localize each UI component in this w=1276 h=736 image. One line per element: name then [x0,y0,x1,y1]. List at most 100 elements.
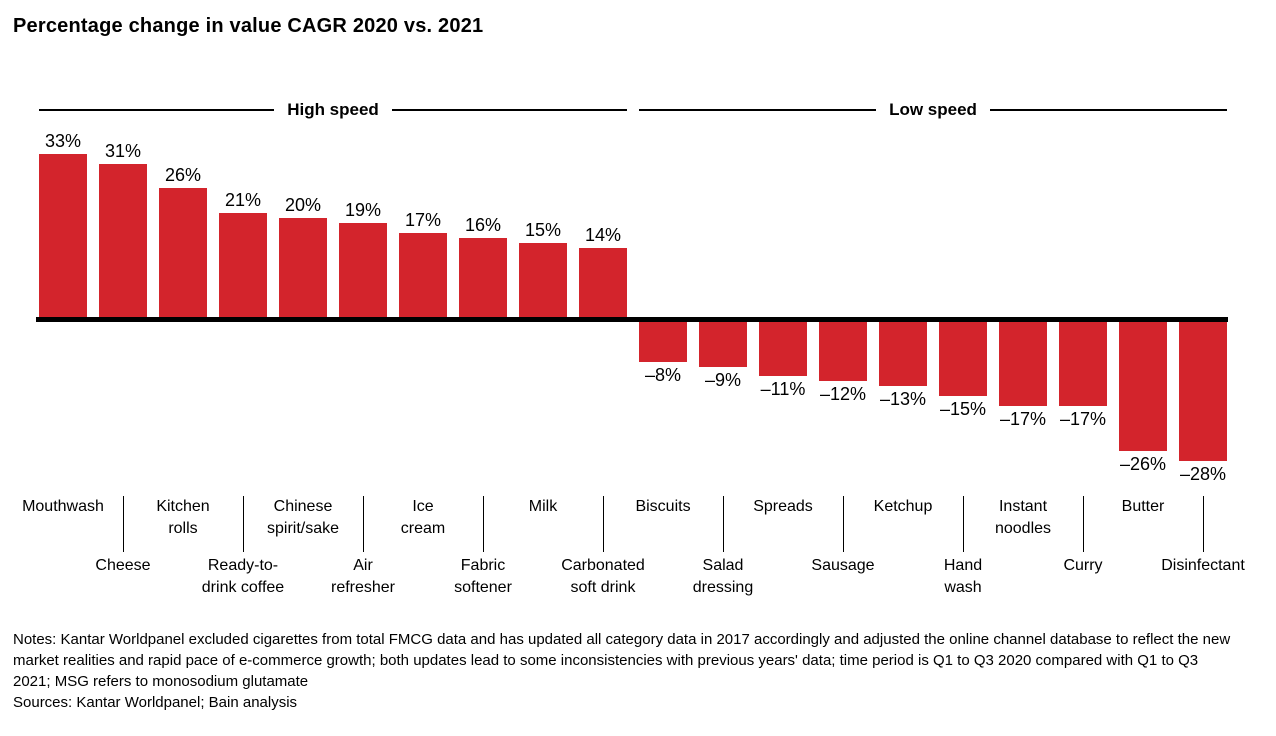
category-label: Air refresher [310,555,416,599]
category-label: Carbonated soft drink [550,555,656,599]
category-label-line: noodles [994,520,1052,537]
category-label-line: Hand [943,557,983,574]
bar [339,223,387,317]
label-leader-line [123,496,124,552]
chart-title: Percentage change in value CAGR 2020 vs.… [13,15,484,37]
bar [459,238,507,317]
value-label: –8% [644,365,682,385]
value-label: –9% [704,370,742,390]
header-rule-left [39,109,275,111]
category-label: Kitchen rolls [130,496,236,540]
bar [699,322,747,367]
category-label-line: Cheese [95,557,151,574]
bar [759,322,807,376]
bar [279,218,327,317]
value-label: –26% [1119,454,1167,474]
bar [39,154,87,317]
group-header-high-speed: High speed [39,100,627,119]
category-label: Spreads [730,496,836,518]
bar [219,213,267,317]
category-label: Mouthwash [10,496,116,518]
category-label-line: drink coffee [201,579,285,596]
category-label-line: Chinese [273,498,333,515]
category-label: Disinfectant [1150,555,1256,577]
value-label: 17% [404,210,442,230]
group-header-low-speed: Low speed [639,100,1228,119]
value-label: 19% [344,200,382,220]
sources-text: Sources: Kantar Worldpanel; Bain analysi… [13,694,298,711]
bar [579,248,627,317]
value-label: 26% [164,165,202,185]
label-leader-line [843,496,844,552]
category-label-line: Ice [412,498,434,515]
category-label: Ready-to-drink coffee [190,555,296,599]
category-label: Curry [1030,555,1136,577]
category-label-line: cream [400,520,446,537]
bar [159,188,207,317]
category-label: Instant noodles [970,496,1076,540]
category-label: Ketchup [850,496,956,518]
category-label-line: spirit/sake [266,520,340,537]
category-label-line: rolls [168,520,198,537]
category-label-line: softener [454,579,512,596]
category-label-line: Mouthwash [22,498,104,515]
bar [999,322,1047,406]
bar [1119,322,1167,451]
bar [639,322,687,362]
category-label-line: Milk [528,498,558,515]
category-label-line: Curry [1063,557,1103,574]
category-label-line: dressing [692,579,754,596]
category-label: Chinese spirit/sake [250,496,356,540]
category-label-line: Disinfectant [1161,557,1245,574]
category-label-line: Kitchen [156,498,210,515]
value-label: 20% [284,195,322,215]
category-label-line: Sausage [811,557,875,574]
zero-baseline-axis [36,317,1228,322]
value-label: –11% [760,379,806,399]
category-label: Ice cream [370,496,476,540]
value-label: –12% [819,384,867,404]
category-label: Cheese [70,555,176,577]
label-leader-line [963,496,964,552]
group-label-low-speed: Low speed [889,100,977,119]
value-label: –13% [879,389,927,409]
label-leader-line [363,496,364,552]
value-label: 31% [104,141,142,161]
label-leader-line [1083,496,1084,552]
label-leader-line [1203,496,1204,552]
value-label: –17% [999,409,1047,429]
category-label: Milk [490,496,596,518]
value-label: 14% [584,225,622,245]
bar [399,233,447,317]
category-label: Hand wash [910,555,1016,599]
bar [519,243,567,317]
label-leader-line [723,496,724,552]
category-label-line: Fabric [460,557,506,574]
value-label: –15% [939,399,987,419]
category-label-line: wash [944,579,982,596]
bar [939,322,987,396]
value-label: 33% [44,131,82,151]
category-label-line: Salad [702,557,744,574]
category-label-line: Air [353,557,373,574]
value-label: –28% [1179,464,1227,484]
label-leader-line [243,496,244,552]
category-label-line: Butter [1121,498,1165,515]
notes-text: Notes: Kantar Worldpanel excluded cigare… [13,631,1231,690]
header-rule-left [639,109,877,111]
category-label-line: Ketchup [873,498,933,515]
value-label: 21% [224,190,262,210]
category-label-line: Biscuits [635,498,691,515]
category-label-line: Ready-to- [207,557,279,574]
header-rule-right [391,109,627,111]
category-label: Sausage [790,555,896,577]
category-label: Fabric softener [430,555,536,599]
header-rule-right [989,109,1228,111]
bar [819,322,867,381]
category-label: Salad dressing [670,555,776,599]
category-label-line: Spreads [753,498,813,515]
category-label-line: Instant [998,498,1048,515]
bar [99,164,147,317]
category-label-line: soft drink [570,579,636,596]
footnotes: Notes: Kantar Worldpanel excluded cigare… [13,629,1231,713]
